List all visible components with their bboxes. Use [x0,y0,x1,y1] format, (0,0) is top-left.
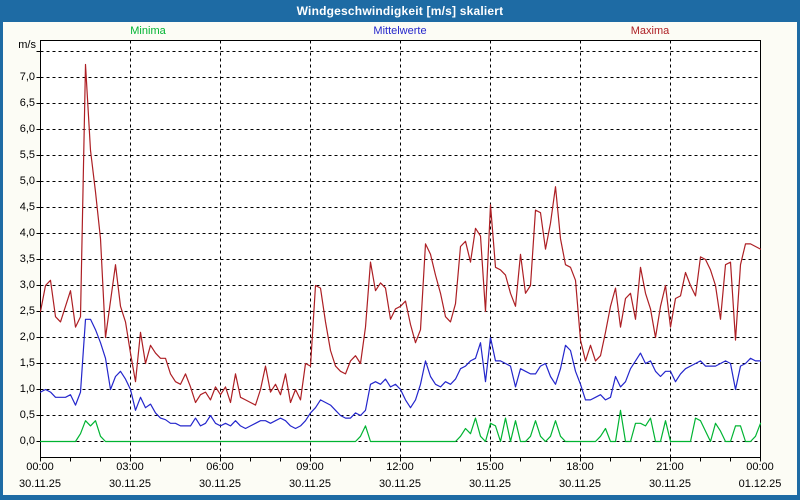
y-tick-label: 3,0 [19,279,35,291]
x-tick-time-label: 06:00 [206,461,234,473]
legend-mittelwerte: Mittelwerte [373,25,427,37]
y-tick-label: 0,0 [19,435,35,447]
y-tick-label: 5,0 [19,175,35,187]
y-tick-label: 7,0 [19,71,35,83]
x-tick-time-label: 00:00 [26,461,54,473]
x-tick-time-label: 03:00 [116,461,144,473]
y-tick-label: 2,0 [19,331,35,343]
x-tick-time-label: 15:00 [476,461,504,473]
x-tick-date-label: 30.11.25 [108,478,151,490]
x-tick-date-label: 30.11.25 [198,478,241,490]
x-tick-time-label: 00:00 [746,461,774,473]
y-tick-label: 4,5 [19,201,35,213]
y-axis-unit-label: m/s [18,39,36,51]
y-tick-label: 1,5 [19,357,35,369]
legend-minima: Minima [130,25,166,37]
series-line-maxima [39,63,762,406]
x-tick-time-label: 12:00 [386,461,414,473]
x-tick-time-label: 18:00 [566,461,594,473]
y-tick-label: 0,5 [19,409,35,421]
plot-background [40,40,761,458]
legend-maxima: Maxima [630,25,670,37]
y-tick-label: 4,0 [19,227,35,239]
y-tick-label: 1,0 [19,383,35,395]
x-tick-date-label: 30.11.25 [648,478,691,490]
x-tick-date-label: 01.12.25 [738,478,782,490]
x-tick-date-label: 30.11.25 [288,478,331,490]
series-line-mittelwerte [39,318,762,430]
x-tick-date-label: 30.11.25 [18,478,61,490]
x-tick-time-label: 09:00 [296,461,324,473]
y-tick-label: 2,5 [19,305,35,317]
y-tick-label: 6,0 [19,123,35,135]
y-tick-label: 6,5 [19,97,35,109]
x-tick-date-label: 30.11.25 [378,478,421,490]
x-tick-time-label: 21:00 [656,461,684,473]
page-title: Windgeschwindigkeit [m/s] skaliert [296,4,504,18]
x-tick-date-label: 30.11.25 [468,478,511,490]
x-tick-date-label: 30.11.25 [558,478,601,490]
series-line-minima [39,409,762,443]
y-tick-label: 5,5 [19,149,35,161]
window-titlebar: Windgeschwindigkeit [m/s] skaliert [0,0,800,22]
y-tick-label: 3,5 [19,253,35,265]
